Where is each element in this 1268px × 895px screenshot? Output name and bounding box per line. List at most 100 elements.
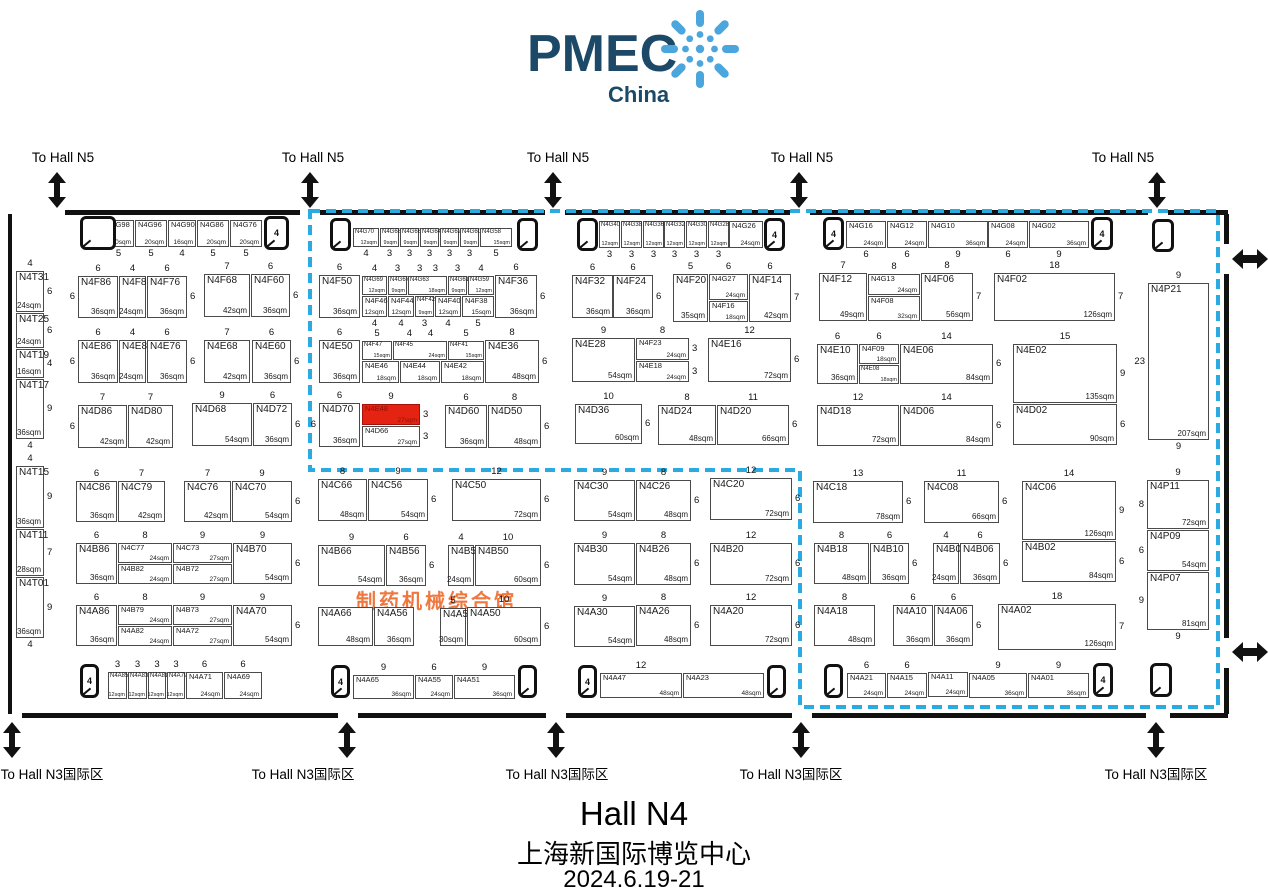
booth-n4c26[interactable]: N4C26 48sqm [636, 480, 691, 521]
booth-n4g59[interactable]: N4G59 12sqm [468, 276, 494, 295]
booth-n4f02[interactable]: N4F02 126sqm [994, 273, 1115, 321]
booth-n4a66[interactable]: N4A66 48sqm [318, 607, 373, 646]
booth-n4f24[interactable]: N4F24 36sqm [613, 275, 653, 318]
booth-n4c18[interactable]: N4C18 78sqm [813, 481, 903, 523]
booth-n4a30[interactable]: N4A30 54sqm [574, 606, 635, 647]
booth-n4a86[interactable]: N4A86 36sqm [76, 605, 117, 646]
booth-n4d86[interactable]: N4D86 42sqm [78, 405, 127, 448]
booth-n4a81[interactable]: N4A81 12sqm [147, 672, 168, 699]
booth-n4e82[interactable]: N4E82 24sqm [119, 340, 153, 383]
booth-n4f23[interactable]: N4F23 24sqm [636, 338, 689, 360]
booth-n4c30[interactable]: N4C30 54sqm [574, 480, 635, 521]
booth-n4e44[interactable]: N4E44 18sqm [400, 361, 440, 383]
booth-n4c56[interactable]: N4C56 54sqm [368, 479, 428, 521]
booth-n4a11[interactable]: N4A11 24sqm [928, 672, 968, 697]
booth-n4g67[interactable]: N4G67 9sqm [388, 276, 409, 295]
booth-n4g61[interactable]: N4G61 9sqm [448, 276, 469, 295]
booth-n4a21[interactable]: N4A21 24sqm [847, 673, 886, 698]
booth-n4f60[interactable]: N4F60 36sqm [251, 274, 290, 317]
booth-n4c20[interactable]: N4C20 72sqm [710, 478, 792, 520]
booth-n4f47[interactable]: N4F47 15sqm [362, 341, 392, 360]
booth-n4g70[interactable]: N4G70 12sqm [353, 228, 379, 247]
booth-n4c06[interactable]: N4C06 126sqm [1022, 481, 1116, 540]
booth-n4b08[interactable]: N4B08 24sqm [932, 543, 967, 584]
booth-n4b72[interactable]: N4B72 27sqm [173, 564, 232, 584]
booth-n4g58[interactable]: N4G58 15sqm [480, 228, 512, 247]
booth-n4g64[interactable]: N4G64 9sqm [420, 228, 441, 247]
booth-n4b10[interactable]: N4B10 36sqm [870, 543, 909, 584]
booth-n4g68[interactable]: N4G68 9sqm [380, 228, 401, 247]
booth-n4f09[interactable]: N4F09 18sqm [859, 344, 899, 364]
booth-n4g66[interactable]: N4G66 9sqm [400, 228, 421, 247]
booth-n4p09[interactable]: N4P09 54sqm [1147, 530, 1209, 571]
booth-n4g12[interactable]: N4G12 24sqm [887, 221, 927, 248]
booth-n4c79[interactable]: N4C79 42sqm [118, 481, 165, 522]
booth-n4d36[interactable]: N4D36 60sqm [575, 404, 642, 444]
booth-n4a56[interactable]: N4A56 36sqm [374, 607, 414, 646]
booth-n4b70[interactable]: N4B70 54sqm [233, 543, 292, 584]
booth-n4d66[interactable]: N4D66 27sqm [362, 426, 420, 447]
booth-n4e28[interactable]: N4E28 54sqm [572, 338, 635, 382]
booth-n4f36[interactable]: N4F36 36sqm [495, 275, 537, 318]
booth-n4a23[interactable]: N4A23 48sqm [683, 673, 764, 698]
booth-n4t19[interactable]: N4T19 16sqm [16, 349, 49, 378]
booth-n4f14[interactable]: N4F14 42sqm [749, 274, 791, 322]
booth-n4g10[interactable]: N4G10 36sqm [928, 221, 988, 248]
booth-n4a55[interactable]: N4A55 24sqm [415, 675, 453, 699]
booth-n4d20[interactable]: N4D20 66sqm [717, 405, 789, 445]
booth-n4c70[interactable]: N4C70 54sqm [232, 481, 292, 522]
booth-n4b79[interactable]: N4B79 24sqm [118, 605, 172, 625]
booth-n4d18[interactable]: N4D18 72sqm [817, 405, 899, 446]
booth-n4e02[interactable]: N4E02 135sqm [1013, 344, 1117, 403]
booth-n4a65[interactable]: N4A65 36sqm [353, 675, 414, 699]
booth-n4a70[interactable]: N4A70 54sqm [233, 605, 292, 646]
booth-n4a51[interactable]: N4A51 36sqm [454, 675, 515, 699]
booth-n4b20[interactable]: N4B20 72sqm [710, 543, 792, 585]
booth-n4g90[interactable]: N4G90 16sqm [168, 220, 196, 247]
booth-n4e10[interactable]: N4E10 36sqm [817, 344, 858, 384]
booth-n4g27[interactable]: N4G27 24sqm [709, 274, 748, 300]
booth-n4a52[interactable]: N4A52 30sqm [439, 608, 474, 646]
booth-n4f06[interactable]: N4F06 56sqm [921, 273, 973, 321]
booth-n4b26[interactable]: N4B26 48sqm [636, 543, 691, 585]
booth-n4f12[interactable]: N4F12 49sqm [819, 273, 867, 321]
booth-n4t25[interactable]: N4T25 24sqm [16, 313, 49, 348]
booth-n4f76[interactable]: N4F76 36sqm [147, 276, 187, 318]
booth-n4t17[interactable]: N4T17 36sqm [16, 379, 49, 439]
booth-n4b18[interactable]: N4B18 48sqm [814, 543, 869, 584]
booth-n4e76[interactable]: N4E76 36sqm [147, 340, 187, 383]
booth-n4t15[interactable]: N4T15 36sqm [16, 466, 49, 528]
booth-n4g96[interactable]: N4G96 20sqm [135, 220, 167, 247]
booth-n4g62[interactable]: N4G62 9sqm [440, 228, 461, 247]
booth-n4g26[interactable]: N4G26 24sqm [729, 221, 763, 248]
booth-n4d60[interactable]: N4D60 36sqm [445, 405, 487, 448]
booth-n4e08[interactable]: N4E08 18sqm [859, 365, 899, 384]
booth-n4d72[interactable]: N4D72 36sqm [253, 403, 292, 446]
booth-n4a15[interactable]: N4A15 24sqm [887, 673, 927, 698]
booth-n4b02[interactable]: N4B02 84sqm [1022, 541, 1116, 582]
booth-n4a10[interactable]: N4A10 36sqm [893, 605, 933, 646]
booth-n4e48-highlighted[interactable]: N4E48 27sqm [362, 404, 420, 425]
booth-n4e36[interactable]: N4E36 48sqm [485, 340, 539, 383]
booth-n4g13[interactable]: N4G13 24sqm [868, 274, 920, 295]
booth-n4g08[interactable]: N4G08 24sqm [988, 221, 1028, 248]
booth-n4a01[interactable]: N4A01 36sqm [1028, 673, 1089, 698]
booth-n4d02[interactable]: N4D02 90sqm [1013, 404, 1117, 445]
booth-n4p11[interactable]: N4P11 72sqm [1147, 480, 1209, 529]
booth-n4c08[interactable]: N4C08 66sqm [924, 481, 999, 523]
booth-n4e86[interactable]: N4E86 36sqm [78, 340, 118, 383]
booth-n4g16[interactable]: N4G16 24sqm [846, 221, 886, 248]
booth-n4g28[interactable]: N4G28 12sqm [708, 221, 729, 248]
booth-n4b52[interactable]: N4B52 24sqm [447, 545, 482, 586]
booth-n4g76[interactable]: N4G76 20sqm [230, 220, 262, 247]
booth-n4c76[interactable]: N4C76 42sqm [184, 481, 231, 522]
booth-n4f68[interactable]: N4F68 42sqm [204, 274, 250, 317]
booth-n4t31[interactable]: N4T31 24sqm [16, 271, 49, 312]
booth-n4a26[interactable]: N4A26 48sqm [636, 605, 691, 646]
booth-n4b73[interactable]: N4B73 27sqm [173, 605, 232, 625]
booth-n4c50[interactable]: N4C50 72sqm [452, 479, 541, 521]
booth-n4a06[interactable]: N4A06 36sqm [934, 605, 973, 646]
booth-n4g69[interactable]: N4G69 12sqm [362, 276, 387, 295]
booth-n4e60[interactable]: N4E60 36sqm [252, 340, 291, 383]
booth-n4g32[interactable]: N4G32 12sqm [664, 221, 685, 248]
